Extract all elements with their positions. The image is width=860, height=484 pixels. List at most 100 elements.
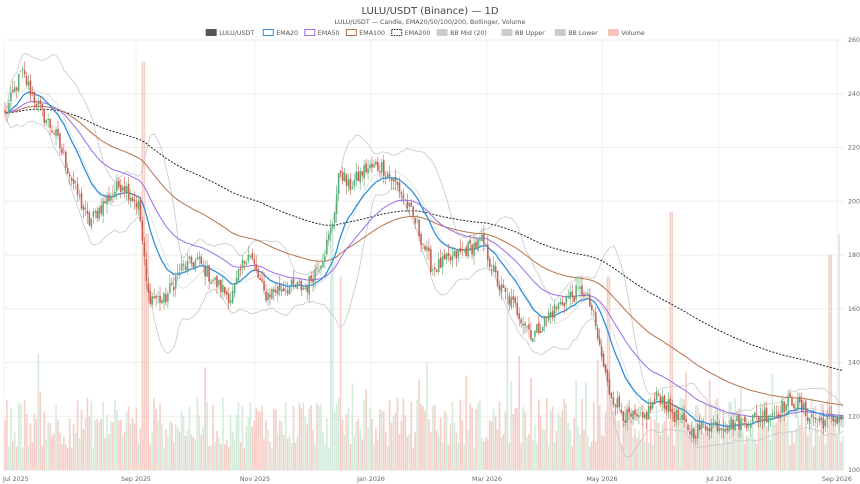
candle-body (838, 416, 840, 423)
volume-bar (259, 411, 261, 470)
candle (765, 401, 768, 423)
candle (624, 412, 626, 427)
volume-bar (632, 437, 634, 470)
chart-title: LULU/USDT (Binance) — 1D (361, 6, 498, 17)
volume-bar (257, 410, 259, 470)
candle (426, 240, 428, 260)
candle (94, 208, 97, 219)
candle (659, 393, 662, 408)
candle-body (176, 272, 179, 275)
candle (744, 416, 746, 428)
volume-bar (724, 428, 727, 470)
candle (716, 414, 719, 434)
candle-body (479, 239, 481, 241)
volume-bar (510, 381, 513, 470)
candle (693, 426, 695, 443)
candle-body (388, 174, 391, 177)
candle-body (172, 286, 175, 291)
candle-body (545, 316, 548, 319)
volume-bar (112, 422, 114, 470)
bb-upper (4, 52, 844, 415)
candle-body (200, 256, 203, 264)
candle (842, 414, 844, 428)
volume-bar (182, 415, 185, 470)
candle (13, 80, 16, 95)
candle (726, 424, 729, 434)
candle-body (357, 171, 360, 181)
candle (608, 372, 611, 396)
volume-bar (579, 434, 581, 470)
candle-body (801, 399, 803, 412)
candle-body (653, 399, 656, 402)
candle (469, 234, 471, 252)
candle (72, 171, 75, 190)
candle-body (530, 329, 532, 340)
candle-body (408, 202, 411, 207)
candle (589, 288, 591, 308)
volume-bar (35, 419, 38, 470)
volume-bar (202, 427, 205, 470)
candle-body (29, 80, 32, 96)
candle-body (557, 303, 560, 310)
candle (4, 102, 6, 118)
volume-bar (746, 435, 748, 470)
volume-bar (276, 433, 279, 470)
volume-bar (169, 421, 171, 470)
candle (243, 260, 246, 271)
volume-bar (549, 410, 552, 470)
volume-bar (335, 404, 338, 470)
volume-bar (351, 383, 354, 470)
candle-body (435, 269, 438, 272)
candle-body (286, 290, 289, 294)
volume-bar (801, 403, 803, 470)
volume-bar (732, 419, 734, 470)
volume-bar (755, 443, 758, 470)
candle-body (457, 249, 460, 257)
volume-bar (516, 407, 519, 470)
candle (657, 391, 660, 397)
volume-bar (622, 422, 625, 470)
candle (490, 264, 493, 277)
volume-bar (127, 406, 130, 470)
candle (534, 329, 536, 343)
candle-body (498, 285, 501, 291)
candle-body (192, 262, 195, 268)
candle (612, 390, 615, 409)
volume-bar (820, 404, 823, 470)
volume-bar (834, 417, 836, 470)
volume-bar (365, 389, 367, 470)
volume-bar (59, 432, 61, 470)
candle (626, 403, 628, 431)
candle (265, 284, 267, 303)
candle-body (469, 239, 471, 244)
candle (532, 337, 534, 343)
candle-body (210, 281, 212, 284)
volume-bar (718, 406, 721, 470)
volume-bar (151, 431, 153, 470)
candle (367, 160, 369, 180)
candle-body (714, 421, 717, 426)
volume-bar (504, 411, 507, 470)
volume-bar (43, 411, 46, 470)
volume-bar (793, 443, 795, 470)
candle-body (494, 266, 497, 273)
volume-bar (553, 442, 556, 470)
candle-body (842, 416, 844, 419)
candle-body (145, 259, 148, 282)
candle-body (567, 296, 570, 298)
candle (463, 248, 466, 254)
y-axis: 100 120 140 160 180 200 220 240 260 (848, 37, 860, 474)
legend-item: LULU/USDT (205, 29, 254, 37)
candle (702, 418, 705, 429)
candle-body (620, 409, 623, 413)
candle-body (500, 284, 503, 293)
candle (45, 118, 47, 127)
candle-body (243, 261, 246, 264)
candle-body (216, 275, 218, 288)
volume-bar (832, 423, 835, 470)
volume-bar (763, 401, 766, 470)
candle (80, 187, 83, 211)
volume-bar (66, 447, 69, 470)
candle (320, 264, 322, 275)
